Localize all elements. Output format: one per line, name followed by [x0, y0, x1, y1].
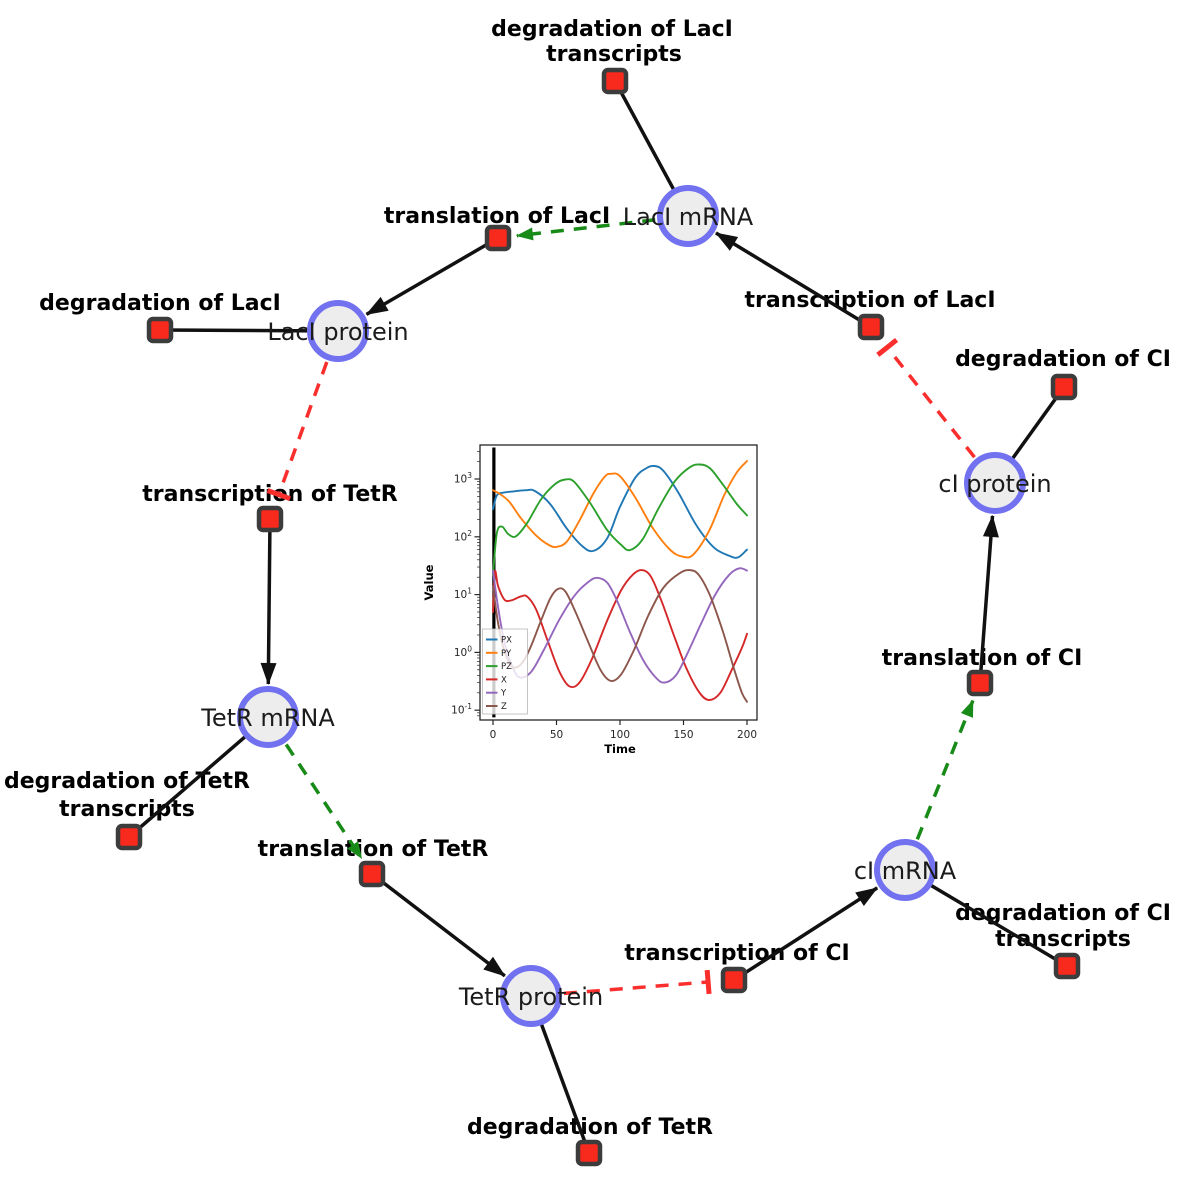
label-laci-mrna: LacI mRNA [623, 203, 754, 231]
label-tetr-protein: TetR protein [458, 983, 603, 1011]
species-node-laci-mrna [657, 185, 719, 247]
species-node-ci-mrna [874, 839, 936, 901]
chart-legend: PX PY PZ XYZ [482, 628, 528, 715]
label-degradation-tetr: degradation of TetR [467, 1115, 713, 1140]
chart-legend-label-Z: Z [501, 702, 507, 712]
reaction-node-degradation-tetr-transcripts [115, 823, 143, 851]
chart-series-X [492, 569, 748, 701]
chart-y-tick-label: 10-1 [451, 702, 472, 717]
chart-x-tick-label: 150 [673, 729, 693, 741]
species-labels: LacI mRNA LacI protein TetR mRNA TetR pr… [200, 203, 1051, 1011]
edge-laci-protein-inhibits-transcription-tetr [266, 361, 329, 502]
reaction-node-transcription-ci [720, 966, 748, 994]
reaction-node-translation-ci [966, 669, 994, 697]
chart-frame [479, 444, 758, 721]
label-ci-mrna: cI mRNA [854, 857, 957, 885]
chart-x-tick-label: 200 [737, 729, 757, 741]
label-degradation-laci: degradation of LacI [39, 291, 281, 316]
label-transcription-tetr: transcription of TetR [142, 482, 398, 507]
label-degradation-laci-transcripts-1: degradation of LacI [491, 17, 733, 42]
chart-legend-label-Y: Y [500, 689, 507, 699]
chart-series-Y [492, 567, 748, 684]
chart-legend-label-PY: PY [501, 649, 512, 659]
chart-y-tick-label: 101 [454, 587, 472, 602]
reaction-node-transcription-laci [857, 313, 885, 341]
chart-y-tick-label: 103 [454, 471, 472, 486]
reaction-node-degradation-tetr [575, 1139, 603, 1167]
chart-legend-label-PX: PX [501, 636, 512, 646]
species-node-laci-protein [307, 300, 369, 362]
nodes [115, 67, 1081, 1167]
edge-transcription-laci-to-laci-mrna [715, 231, 872, 329]
reaction-node-degradation-ci-transcripts [1053, 952, 1081, 980]
chart-y-tick-label: 102 [454, 529, 472, 544]
edge-translation-tetr-to-tetr-protein [370, 872, 506, 978]
reaction-node-degradation-laci-transcripts [601, 67, 629, 95]
label-degradation-ci-transcripts-1: degradation of CI [955, 901, 1171, 926]
label-degradation-ci: degradation of CI [955, 347, 1171, 372]
reaction-labels: degradation of LacI transcripts translat… [4, 17, 1171, 1140]
species-node-ci-protein [964, 452, 1026, 514]
label-degradation-tetr-transcripts-2: transcripts [59, 797, 195, 822]
edge-translation-ci-to-ci-protein [978, 514, 999, 684]
label-ci-protein: cI protein [938, 470, 1051, 498]
chart-series-PZ [492, 463, 748, 576]
chart-legend-label-X: X [501, 675, 507, 685]
chart-x-tick-label: 0 [490, 729, 497, 741]
reaction-node-translation-laci [484, 224, 512, 252]
edge-laci-mrna-activates-translation [515, 218, 656, 241]
label-transcription-ci: transcription of CI [624, 941, 849, 966]
reaction-node-translation-tetr [358, 860, 386, 888]
label-translation-tetr: translation of TetR [258, 837, 489, 862]
chart-series-PY [492, 460, 748, 559]
chart-series-Z [492, 569, 748, 703]
chart-legend-box [482, 628, 528, 715]
edge-tetr-protein-inhibits-transcription-ci [563, 969, 712, 996]
edge-ci-protein-inhibits-transcription-laci [876, 337, 976, 459]
edge-transcription-ci-to-ci-mrna [733, 886, 879, 982]
edge-translation-laci-to-laci-protein [365, 236, 499, 316]
species-node-tetr-mrna [237, 686, 299, 748]
label-transcription-laci: transcription of LacI [744, 288, 995, 313]
edge-ci-mrna-activates-translation [915, 699, 975, 841]
chart-y-tick-label: 100 [454, 644, 472, 659]
edge-ci-mrna-to-degradation-transcripts [904, 868, 1068, 968]
label-laci-protein: LacI protein [267, 318, 408, 346]
label-degradation-laci-transcripts-2: transcripts [546, 42, 682, 67]
inset-chart: 0 50 100 150 20010-1100101102103TimeValuePXP… [422, 444, 758, 756]
chart-ylabel: Value [422, 564, 436, 600]
species-node-tetr-protein [500, 965, 562, 1027]
chart-xlabel: Time [604, 742, 636, 756]
reaction-node-degradation-laci [146, 316, 174, 344]
chart-x-tick-label: 50 [550, 729, 563, 741]
reaction-node-degradation-ci [1050, 373, 1078, 401]
label-degradation-ci-transcripts-2: transcripts [995, 927, 1131, 952]
label-tetr-mrna: TetR mRNA [200, 704, 335, 732]
label-degradation-tetr-transcripts-1: degradation of TetR [4, 769, 250, 794]
edge-transcription-tetr-to-tetr-mrna [260, 518, 277, 685]
reaction-node-transcription-tetr [256, 505, 284, 533]
chart-x-tick-label: 100 [610, 729, 630, 741]
chart-legend-label-PZ: PZ [501, 662, 512, 672]
